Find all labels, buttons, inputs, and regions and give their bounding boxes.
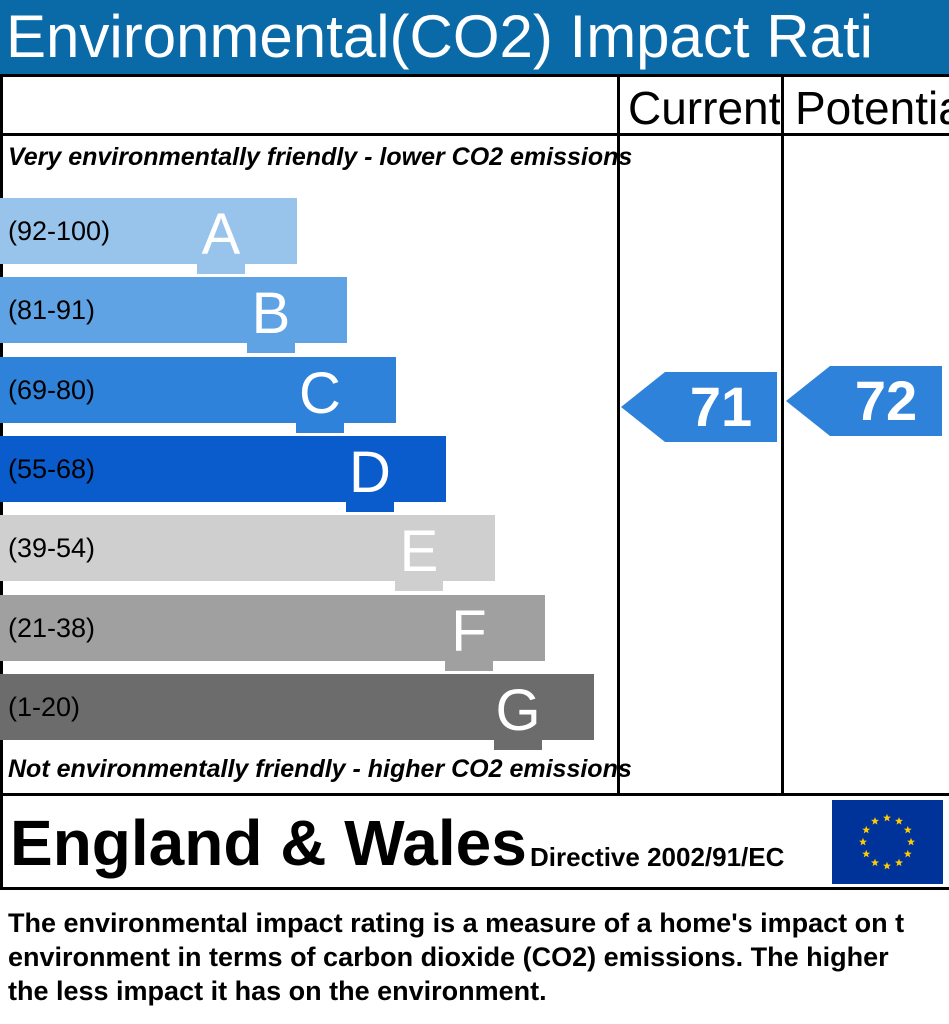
flag-star-icon [862, 849, 871, 858]
eu-flag-icon [832, 800, 943, 884]
flag-star-icon [883, 813, 891, 822]
title-bar: Environmental(CO2) Impact Rati [0, 0, 949, 74]
flag-star-icon [895, 858, 903, 867]
description-line: environment in terms of carbon dioxide (… [8, 942, 889, 972]
band-letter: A [197, 198, 245, 274]
band-range-label: (21-38) [8, 613, 96, 643]
flag-star-icon [862, 825, 871, 834]
band-a: (92-100) A [0, 198, 297, 274]
description-line: The environmental impact rating is a mea… [8, 908, 905, 938]
band-e: (39-54) E [0, 515, 495, 591]
description: The environmental impact rating is a mea… [8, 906, 949, 1008]
frame-divider-current [617, 74, 620, 794]
current-rating-arrow [621, 372, 777, 442]
frame-divider-potential [781, 74, 784, 794]
top-caption: Very environmentally friendly - lower CO… [8, 143, 633, 171]
chart-title: Environmental(CO2) Impact Rati [6, 3, 873, 70]
band-range-label: (69-80) [8, 375, 96, 405]
potential-rating-arrow [786, 366, 942, 436]
description-line: the less impact it has on the environmen… [8, 976, 547, 1006]
band-c: (69-80) C [0, 357, 396, 433]
band-letter: E [395, 515, 443, 591]
band-letter: C [296, 357, 344, 433]
band-letter: D [346, 436, 394, 512]
flag-star-icon [903, 825, 912, 834]
flag-star-icon [859, 837, 867, 846]
flag-star-icon [895, 817, 903, 825]
band-range-label: (39-54) [8, 533, 96, 563]
band-range-label: (1-20) [8, 692, 81, 722]
flag-star-icon [907, 837, 915, 846]
frame-footer-line [0, 793, 949, 796]
frame-top [0, 74, 949, 77]
region-name: England & Wales [10, 807, 527, 879]
flag-star-icon [903, 849, 912, 858]
flag-star-icon [871, 858, 879, 867]
arrow-shape [786, 366, 942, 436]
arrow-shape [621, 372, 777, 442]
band-letter: F [445, 595, 493, 671]
band-d: (55-68) D [0, 436, 446, 512]
band-range-label: (55-68) [8, 454, 96, 484]
band-range-label: (81-91) [8, 295, 96, 325]
frame-bottom [0, 887, 949, 890]
band-letter: G [494, 674, 542, 750]
bottom-caption: Not environmentally friendly - higher CO… [8, 755, 632, 783]
band-letter: B [247, 277, 295, 353]
flag-star-icon [871, 817, 879, 825]
potential-column-header: Potentia [795, 82, 949, 134]
potential-rating-value: 72 [854, 369, 918, 432]
band-range-label: (92-100) [8, 216, 111, 246]
band-b: (81-91) B [0, 277, 347, 353]
current-column-header: Current [628, 82, 780, 134]
band-f: (21-38) F [0, 595, 545, 671]
flag-star-icon [883, 861, 891, 870]
frame-header-line [0, 133, 949, 136]
directive-text: Directive 2002/91/EC [530, 842, 785, 872]
current-rating-value: 71 [689, 375, 753, 438]
band-g: (1-20) G [0, 674, 594, 750]
